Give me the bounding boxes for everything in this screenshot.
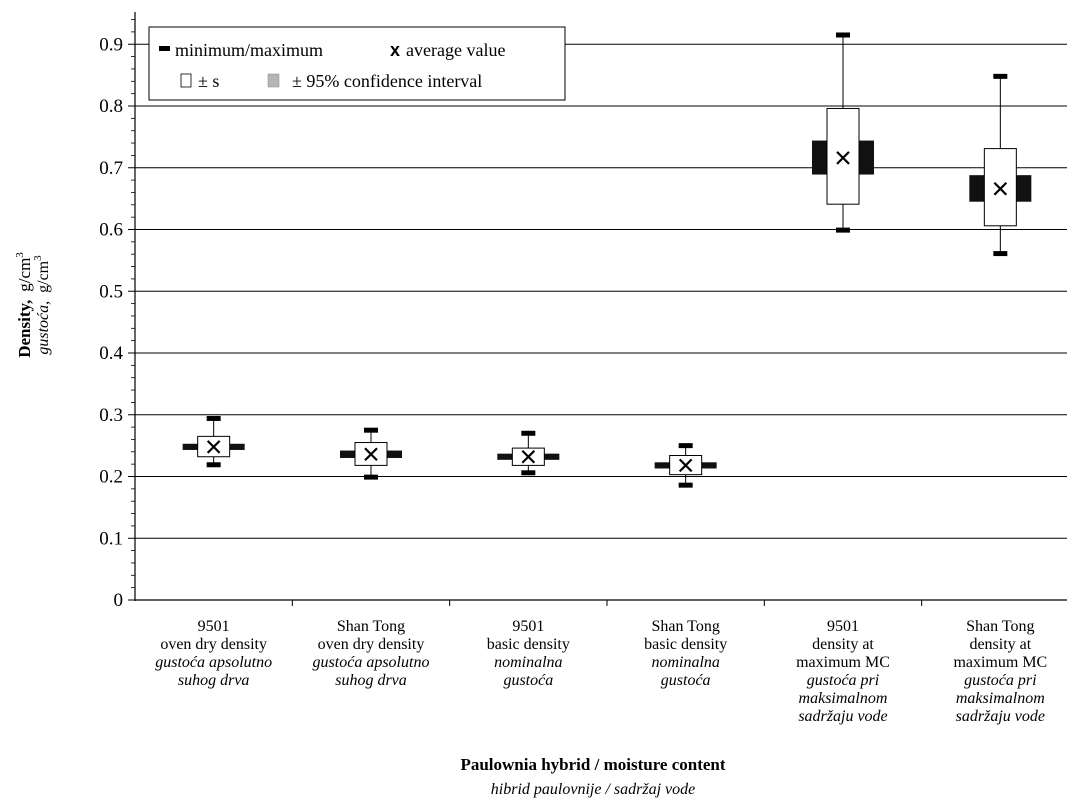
category-label-italic-line: gustoća <box>503 672 553 689</box>
maximum-marker <box>993 73 1008 79</box>
y-axis-title-unit: g/cm <box>15 258 34 292</box>
y-tick-label: 0.9 <box>99 34 123 55</box>
category-label-italic-line: suhog drva <box>335 672 407 689</box>
category-label-italic-line: gustoća apsolutno <box>313 654 430 671</box>
y-axis-title: Density, g/cm3 <box>14 252 34 358</box>
y-tick-label: 0.7 <box>99 158 123 179</box>
confidence-interval-bar <box>812 140 827 175</box>
legend-ci-box-icon <box>267 73 280 88</box>
box-plot-group <box>969 73 1032 257</box>
category-label-line: density at <box>812 636 874 653</box>
mean-marker <box>521 449 536 464</box>
category-label-italic-line: nominalna <box>651 654 719 671</box>
confidence-interval-bar <box>229 443 245 450</box>
category-label-line: 9501 <box>827 618 859 635</box>
legend-minmax-label: minimum/maximum <box>175 40 323 60</box>
box-plot-group <box>182 415 245 468</box>
category-label-line: density at <box>969 636 1031 653</box>
category-label-italic-line: nominalna <box>494 654 562 671</box>
category-label-italic-line: gustoća pri <box>807 672 879 689</box>
category-label-line: maximum MC <box>953 654 1047 671</box>
confidence-interval-bar <box>701 462 717 469</box>
maximum-marker <box>678 443 693 449</box>
category-label-italic-line: maksimalnom <box>799 690 888 707</box>
confidence-interval-bar <box>497 453 513 460</box>
confidence-interval-bar <box>859 140 874 175</box>
confidence-interval-bar <box>340 450 355 458</box>
mean-marker <box>206 440 221 454</box>
legend-average-label: average value <box>406 40 505 60</box>
mean-marker <box>678 458 693 473</box>
category-label-italic-line: maksimalnom <box>956 690 1045 707</box>
minimum-marker <box>678 482 693 488</box>
y-tick-label: 0.5 <box>99 281 123 302</box>
minimum-marker <box>836 227 850 233</box>
category-label-italic-line: sadržaju vode <box>956 708 1045 725</box>
confidence-interval-bar <box>654 462 670 469</box>
legend-ci-label: ± 95% confidence interval <box>292 71 482 91</box>
y-tick-label: 0.2 <box>99 467 123 488</box>
y-axis-title-secondary-main: gustoća, <box>35 301 52 355</box>
maximum-marker <box>206 415 221 421</box>
confidence-interval-bar <box>544 453 560 460</box>
category-label-line: oven dry density <box>160 636 267 653</box>
maximum-marker <box>364 427 378 433</box>
confidence-interval-bar <box>969 175 985 202</box>
minimum-marker <box>521 470 536 476</box>
y-tick-label: 0.3 <box>99 405 123 426</box>
category-label-line: Shan Tong <box>337 618 405 635</box>
mean-marker <box>993 181 1008 196</box>
y-axis-title-main: Density, <box>15 300 34 358</box>
y-tick-label: 0.1 <box>99 528 123 549</box>
legend-average-marker: x <box>390 40 400 60</box>
gridlines <box>135 43 1067 539</box>
legend-sd-label: ± s <box>198 71 219 91</box>
legend: minimum/maximum x average value ± s ± 95… <box>148 26 566 101</box>
category-label-italic-line: gustoća pri <box>964 672 1036 689</box>
confidence-interval-bar <box>1016 175 1032 202</box>
legend-minmax-marker <box>159 46 170 51</box>
minimum-marker <box>206 462 221 468</box>
category-label-line: 9501 <box>198 618 230 635</box>
category-label-line: basic density <box>487 636 570 653</box>
category-label-italic-line: gustoća apsolutno <box>155 654 272 671</box>
legend-sd-box-icon <box>180 73 192 88</box>
box-plot-group <box>812 32 874 233</box>
y-tick-label: 0.4 <box>99 343 123 364</box>
mean-marker <box>364 447 378 462</box>
y-axis-title-sup: 3 <box>14 252 26 258</box>
mean-marker <box>836 151 850 165</box>
maximum-marker <box>521 430 536 436</box>
x-axis-title: Paulownia hybrid / moisture content <box>460 755 725 774</box>
y-axis-title-secondary-sup: 3 <box>32 255 44 261</box>
box-plot-group <box>340 427 402 480</box>
axes: 0 0.1 0.2 0.3 0.4 0.5 0.6 0.7 0.8 0.9 <box>99 12 1067 611</box>
category-label-line: 9501 <box>512 618 544 635</box>
box-plots <box>182 32 1032 488</box>
category-label-line: Shan Tong <box>651 618 719 635</box>
category-label-line: oven dry density <box>318 636 425 653</box>
x-axis-title-secondary: hibrid paulovnije / sadržaj vode <box>491 781 695 798</box>
confidence-interval-bar <box>182 443 198 450</box>
minimum-marker <box>364 474 378 480</box>
y-axis-title-secondary: gustoća, g/cm3 <box>32 255 52 355</box>
category-label-line: Shan Tong <box>966 618 1034 635</box>
category-label-line: maximum MC <box>796 654 890 671</box>
y-tick-label: 0.6 <box>99 220 123 241</box>
category-label-italic-line: sadržaju vode <box>798 708 887 725</box>
box-plot-group <box>654 443 717 488</box>
y-tick-label: 0.8 <box>99 96 123 117</box>
category-label-italic-line: gustoća <box>661 672 711 689</box>
category-label-italic-line: suhog drva <box>178 672 250 689</box>
category-label-line: basic density <box>644 636 727 653</box>
box-plot-group <box>497 430 560 476</box>
confidence-interval-bar <box>387 450 402 458</box>
minimum-marker <box>993 251 1008 257</box>
y-tick-label: 0 <box>114 590 124 611</box>
legend-frame <box>148 26 566 101</box>
maximum-marker <box>836 32 850 38</box>
y-axis-title-secondary-unit: g/cm <box>35 260 52 293</box>
